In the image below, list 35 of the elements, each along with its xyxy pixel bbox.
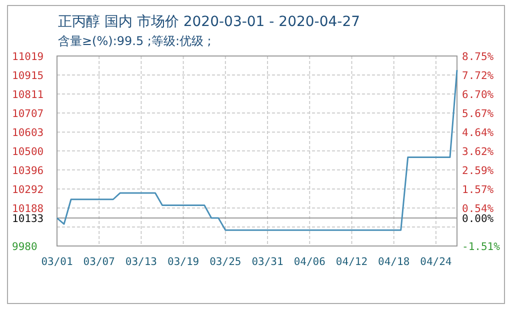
chart-subtitle: 含量≥(%):99.5 ;等级:优级 ; [58, 34, 212, 48]
y2-tick-label: -1.51% [462, 241, 501, 253]
x-tick-label: 03/13 [125, 256, 158, 268]
x-tick-label: 03/07 [83, 256, 115, 268]
y2-tick-label: 7.72% [462, 70, 494, 82]
line-series [56, 69, 458, 231]
y-tick-label: 9980 [12, 241, 38, 253]
y-tick-label: 10915 [12, 70, 44, 82]
y-tick-label: 10811 [12, 89, 44, 102]
x-tick-label: 03/31 [252, 256, 284, 268]
y2-tick-label: 1.57% [462, 184, 494, 196]
y2-tick-label: 6.70% [462, 88, 494, 101]
x-tick-label: 04/24 [420, 256, 452, 268]
y2-tick-label: 8.75% [462, 51, 494, 63]
y2-tick-label: 0.00% [462, 213, 494, 226]
x-tick-label: 04/12 [336, 256, 368, 268]
y2-tick-label: 5.67% [462, 108, 494, 120]
y-tick-label: 10188 [12, 202, 44, 215]
y2-tick-label: 4.64% [462, 127, 494, 140]
y-tick-label: 10396 [12, 164, 44, 177]
y-tick-label: 10707 [12, 108, 44, 120]
x-tick-label: 04/18 [378, 256, 410, 268]
x-tick-label: 04/06 [294, 256, 326, 268]
y2-tick-label: 3.62% [462, 146, 494, 158]
ref-line-label: 10133 [12, 213, 44, 226]
y-tick-label: 10500 [12, 146, 44, 158]
y-tick-label: 10292 [12, 184, 44, 196]
x-tick-label: 03/25 [210, 256, 242, 268]
y-tick-label: 10603 [12, 127, 44, 140]
x-tick-label: 03/19 [168, 256, 200, 268]
x-tick-label: 03/01 [41, 256, 73, 268]
y2-tick-label: 0.54% [462, 203, 494, 216]
y-tick-label: 11019 [12, 51, 44, 63]
chart-title: 正丙醇 国内 市场价 2020-03-01 - 2020-04-27 [58, 14, 360, 30]
y2-tick-label: 2.59% [462, 165, 494, 178]
